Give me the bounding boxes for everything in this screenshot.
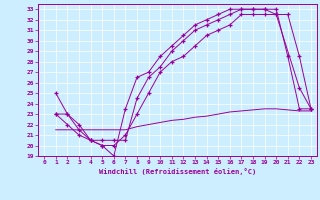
X-axis label: Windchill (Refroidissement éolien,°C): Windchill (Refroidissement éolien,°C) [99,168,256,175]
